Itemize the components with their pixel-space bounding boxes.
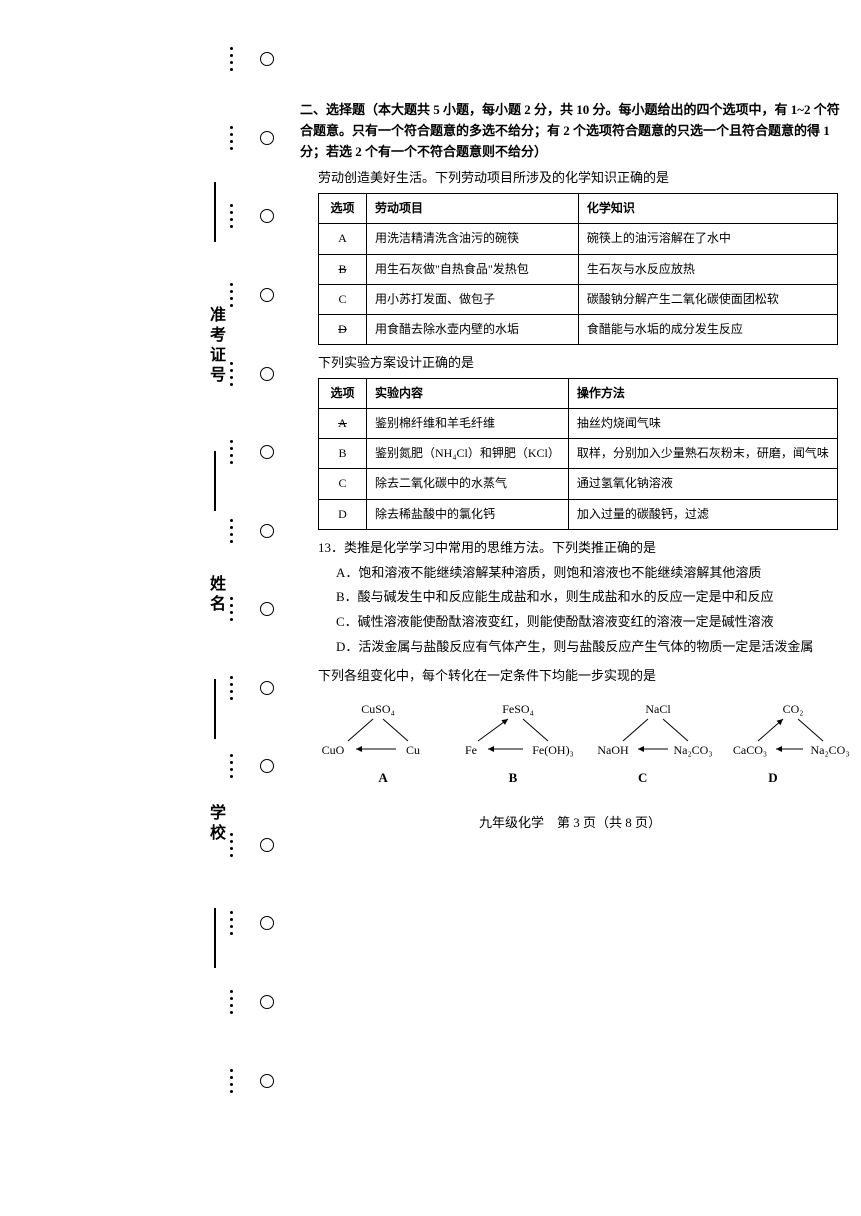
vline <box>214 679 216 739</box>
q13-opt-b: B．酸与碱发生中和反应能生成盐和水，则生成盐和水的反应一定是中和反应 <box>336 587 840 608</box>
table-row: C用小苏打发面、做包子碳酸钠分解产生二氧化碳使面团松软 <box>319 284 838 314</box>
dA-top: CuSO₄ <box>361 702 395 716</box>
dA-right: Cu <box>406 743 420 757</box>
cell-opt: B <box>319 439 367 469</box>
cell-col2: 加入过量的碳酸钙，过滤 <box>568 499 837 529</box>
label-b: B <box>509 768 518 789</box>
cell-col1: 除去稀盐酸中的氯化钙 <box>367 499 569 529</box>
diagram-a: CuSO₄ CuO Cu <box>318 699 438 776</box>
cell-col1: 用洗洁精清洗含油污的碗筷 <box>367 224 579 254</box>
svg-text:FeSO₄: FeSO₄ <box>502 702 534 716</box>
q13-opt-a: A．饱和溶液不能继续溶解某种溶质，则饱和溶液也不能继续溶解其他溶质 <box>336 563 840 584</box>
cell-col2: 碳酸钠分解产生二氧化碳使面团松软 <box>578 284 837 314</box>
label-c: C <box>638 768 647 789</box>
svg-text:NaOH: NaOH <box>597 743 629 757</box>
section-header: 二、选择题（本大题共 5 小题，每小题 2 分，共 10 分。每小题给出的四个选… <box>300 100 840 162</box>
q13-stem: 类推是化学学习中常用的思维方法。下列类推正确的是 <box>344 540 656 555</box>
label-name: 姓名 <box>203 575 227 615</box>
dA-left: CuO <box>322 743 345 757</box>
svg-text:NaCl: NaCl <box>645 702 671 716</box>
svg-text:Na₂CO₃: Na₂CO₃ <box>673 743 712 757</box>
q14-diagrams: CuSO₄ CuO Cu FeSO₄ Fe Fe(OH)₃ NaCl <box>318 699 838 789</box>
th-content: 实验内容 <box>367 378 569 408</box>
cell-col2: 抽丝灼烧闻气味 <box>568 409 837 439</box>
cell-col2: 碗筷上的油污溶解在了水中 <box>578 224 837 254</box>
label-exam-id: 准考证号 <box>203 306 227 386</box>
th-method: 操作方法 <box>568 378 837 408</box>
cell-col1: 鉴别氮肥（NH₄Cl）和钾肥（KCl） <box>367 439 569 469</box>
circles-column: document.write(Array.from({length:14}).m… <box>260 20 274 1120</box>
cell-opt: B <box>319 254 367 284</box>
cell-opt: A <box>319 409 367 439</box>
binding-margin: document.write(Array.from({length:14}).m… <box>230 20 290 1120</box>
table-row: D用食醋去除水壶内壁的水垢食醋能与水垢的成分发生反应 <box>319 314 838 344</box>
binding-side-labels: 准考证号 姓名 学校 <box>200 150 230 1000</box>
q13-opt-d: D．活泼金属与盐酸反应有气体产生，则与盐酸反应产生气体的物质一定是活泼金属 <box>336 637 840 658</box>
th-knowledge: 化学知识 <box>578 194 837 224</box>
q12-table: 选项 实验内容 操作方法 A鉴别棉纤维和羊毛纤维抽丝灼烧闻气味B鉴别氮肥（NH₄… <box>318 378 838 530</box>
diagram-d: CO₂ CaCO₃ Na₂CO₃ <box>728 699 858 776</box>
q13: 13．类推是化学学习中常用的思维方法。下列类推正确的是 A．饱和溶液不能继续溶解… <box>300 538 840 658</box>
table-row: D除去稀盐酸中的氯化钙加入过量的碳酸钙，过滤 <box>319 499 838 529</box>
cell-col2: 通过氢氧化钠溶液 <box>568 469 837 499</box>
cell-col2: 食醋能与水垢的成分发生反应 <box>578 314 837 344</box>
vline <box>214 908 216 968</box>
label-school: 学校 <box>203 804 227 844</box>
table-row: A鉴别棉纤维和羊毛纤维抽丝灼烧闻气味 <box>319 409 838 439</box>
cell-opt: A <box>319 224 367 254</box>
q11-stem: 劳动创造美好生活。下列劳动项目所涉及的化学知识正确的是 <box>318 168 840 189</box>
q13-opt-c: C．碱性溶液能使酚酞溶液变红，则能使酚酞溶液变红的溶液一定是碱性溶液 <box>336 612 840 633</box>
table-row: C除去二氧化碳中的水蒸气通过氢氧化钠溶液 <box>319 469 838 499</box>
cell-opt: C <box>319 469 367 499</box>
th-opt: 选项 <box>319 194 367 224</box>
svg-text:CaCO₃: CaCO₃ <box>733 743 767 757</box>
vline <box>214 182 216 242</box>
cell-col1: 用食醋去除水壶内壁的水垢 <box>367 314 579 344</box>
q13-number: 13． <box>318 540 344 555</box>
page-footer: 九年级化学 第 3 页（共 8 页） <box>300 813 840 834</box>
cell-col1: 用小苏打发面、做包子 <box>367 284 579 314</box>
svg-text:Na₂CO₃: Na₂CO₃ <box>810 743 849 757</box>
svg-text:Fe(OH)₃: Fe(OH)₃ <box>532 743 574 757</box>
diagram-c: NaCl NaOH Na₂CO₃ <box>593 699 723 776</box>
main-content: 二、选择题（本大题共 5 小题，每小题 2 分，共 10 分。每小题给出的四个选… <box>300 100 840 833</box>
table-row: A用洗洁精清洗含油污的碗筷碗筷上的油污溶解在了水中 <box>319 224 838 254</box>
cell-col1: 用生石灰做"自热食品"发热包 <box>367 254 579 284</box>
q14-stem: 下列各组变化中，每个转化在一定条件下均能一步实现的是 <box>318 666 840 687</box>
q12-stem: 下列实验方案设计正确的是 <box>318 353 840 374</box>
svg-text:CO₂: CO₂ <box>783 702 804 716</box>
diagram-b: FeSO₄ Fe Fe(OH)₃ <box>453 699 583 776</box>
q11-table: 选项 劳动项目 化学知识 A用洗洁精清洗含油污的碗筷碗筷上的油污溶解在了水中B用… <box>318 193 838 345</box>
svg-text:Fe: Fe <box>465 743 477 757</box>
dots-column: document.write(Array.from({length:14}).m… <box>230 20 233 1120</box>
table-row: B鉴别氮肥（NH₄Cl）和钾肥（KCl）取样，分别加入少量熟石灰粉末，研磨，闻气… <box>319 439 838 469</box>
cell-col1: 鉴别棉纤维和羊毛纤维 <box>367 409 569 439</box>
cell-col1: 除去二氧化碳中的水蒸气 <box>367 469 569 499</box>
cell-opt: C <box>319 284 367 314</box>
th-opt: 选项 <box>319 378 367 408</box>
cell-col2: 取样，分别加入少量熟石灰粉末，研磨，闻气味 <box>568 439 837 469</box>
table-row: B用生石灰做"自热食品"发热包生石灰与水反应放热 <box>319 254 838 284</box>
cell-opt: D <box>319 499 367 529</box>
cell-opt: D <box>319 314 367 344</box>
diagram-option-labels: A B C D <box>318 768 838 789</box>
label-d: D <box>768 768 777 789</box>
th-project: 劳动项目 <box>367 194 579 224</box>
cell-col2: 生石灰与水反应放热 <box>578 254 837 284</box>
label-a: A <box>378 768 387 789</box>
vline <box>214 451 216 511</box>
